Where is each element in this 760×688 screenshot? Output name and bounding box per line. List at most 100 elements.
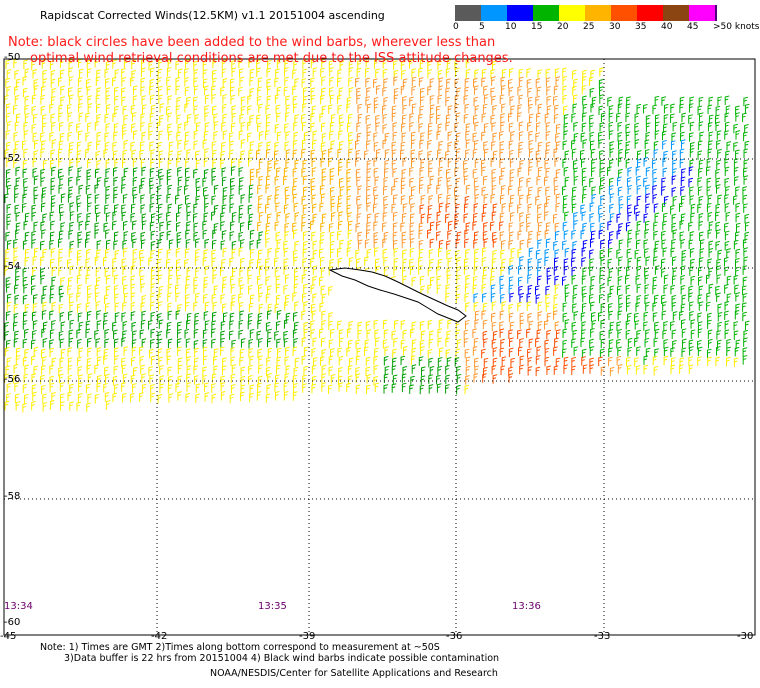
- wind-barb: [491, 141, 496, 151]
- wind-barb: [356, 122, 361, 132]
- wind-barb: [24, 364, 29, 374]
- wind-barb: [122, 130, 127, 140]
- wind-barb: [636, 294, 642, 305]
- wind-barb: [445, 87, 450, 98]
- wind-barb: [86, 248, 91, 259]
- wind-barb: [13, 256, 18, 266]
- wind-barb: [4, 330, 10, 341]
- wind-barb: [150, 392, 155, 403]
- wind-barb: [292, 346, 298, 357]
- wind-barb: [527, 356, 533, 367]
- wind-barb: [22, 76, 28, 86]
- wind-barb: [671, 357, 676, 367]
- wind-barb: [211, 175, 217, 186]
- wind-barb: [23, 311, 28, 321]
- wind-barb: [591, 193, 597, 204]
- wind-barb: [132, 248, 138, 259]
- wind-barb: [609, 177, 614, 188]
- wind-barb: [427, 213, 432, 224]
- wind-barb: [492, 249, 497, 260]
- wind-barb: [734, 284, 739, 295]
- wind-barb: [409, 247, 415, 258]
- wind-barb: [653, 230, 658, 241]
- wind-barb: [221, 167, 227, 177]
- wind-barb: [456, 384, 461, 395]
- wind-barb: [401, 168, 407, 179]
- wind-barb: [166, 105, 171, 116]
- wind-barb: [526, 78, 532, 89]
- wind-barb: [653, 365, 659, 376]
- wind-barb: [707, 229, 713, 239]
- wind-barb: [229, 194, 235, 204]
- wind-barb: [742, 238, 748, 249]
- wind-barb: [627, 229, 633, 239]
- wind-barb: [78, 184, 84, 195]
- wind-barb: [563, 356, 569, 367]
- wind-barb: [544, 159, 550, 169]
- wind-barb: [60, 96, 65, 106]
- wind-barb: [85, 383, 91, 394]
- wind-barb: [607, 276, 613, 287]
- wind-barb: [670, 364, 676, 374]
- wind-barb: [14, 284, 19, 294]
- wind-barb: [6, 220, 12, 230]
- wind-barb: [429, 365, 435, 376]
- wind-barb: [402, 329, 408, 340]
- wind-barb: [284, 76, 289, 87]
- wind-barb: [645, 193, 650, 203]
- wind-barb: [346, 185, 352, 196]
- wind-barb: [157, 393, 163, 404]
- wind-barb: [330, 186, 335, 197]
- wind-barb: [130, 393, 135, 403]
- wind-barb: [312, 139, 317, 150]
- wind-barb: [482, 319, 488, 330]
- wind-barb: [617, 139, 623, 150]
- wind-barb: [69, 221, 74, 232]
- wind-barb: [735, 112, 740, 122]
- wind-barb: [526, 301, 532, 311]
- wind-barb: [86, 212, 92, 223]
- wind-barb: [572, 293, 578, 304]
- wind-barb: [526, 292, 532, 303]
- wind-barb: [249, 258, 254, 269]
- wind-barb: [312, 337, 318, 347]
- wind-barb: [321, 149, 327, 160]
- wind-barb: [105, 400, 111, 410]
- wind-barb: [329, 258, 335, 269]
- wind-barb: [193, 328, 199, 339]
- wind-barb: [373, 365, 379, 375]
- wind-barb: [473, 266, 479, 276]
- wind-barb: [420, 158, 426, 169]
- wind-barb: [645, 220, 650, 231]
- wind-barb: [627, 167, 633, 177]
- wind-barb: [321, 213, 327, 223]
- wind-barb: [150, 213, 156, 223]
- wind-barb: [437, 94, 443, 105]
- wind-barb: [536, 86, 542, 97]
- wind-barb: [509, 168, 515, 179]
- wind-barb: [356, 176, 361, 186]
- wind-barb: [114, 338, 119, 348]
- wind-barb: [33, 113, 38, 124]
- wind-barb: [473, 373, 479, 383]
- wind-barb: [6, 141, 11, 152]
- wind-barb: [112, 392, 118, 403]
- wind-barb: [671, 222, 677, 233]
- wind-barb: [112, 141, 117, 152]
- wind-barb: [409, 265, 415, 275]
- wind-barb: [563, 265, 569, 276]
- wind-barb: [618, 168, 623, 179]
- wind-barb: [589, 238, 595, 248]
- wind-barb: [321, 76, 326, 86]
- wind-barb: [320, 94, 325, 105]
- wind-barb: [337, 148, 343, 158]
- wind-barb: [204, 85, 209, 96]
- wind-barb: [130, 283, 136, 294]
- wind-barb: [238, 58, 244, 69]
- wind-barb: [194, 85, 199, 95]
- wind-barb: [50, 202, 56, 212]
- wind-barb: [599, 330, 605, 341]
- wind-barb: [429, 104, 435, 114]
- wind-barb: [158, 85, 163, 96]
- wind-barb: [49, 347, 55, 358]
